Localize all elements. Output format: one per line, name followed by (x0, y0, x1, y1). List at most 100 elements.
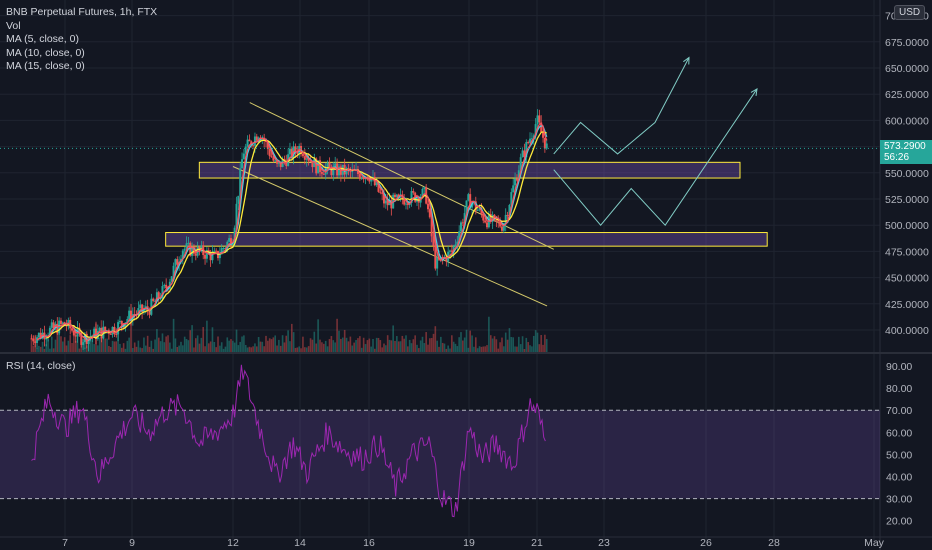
volume-bar (353, 342, 355, 352)
volume-bar (495, 339, 498, 352)
candle-body (59, 320, 62, 324)
candle-body (502, 224, 505, 231)
volume-bar (128, 337, 130, 352)
volume-bar (313, 331, 316, 352)
channel-line-lower[interactable] (232, 166, 548, 307)
time-tick-label: 14 (294, 537, 306, 549)
candle-body (141, 304, 144, 313)
rsi-axis[interactable]: 90.00 80.00 70.00 60.00 50.00 40.00 30.00 20.00 (886, 361, 912, 528)
candle-body (277, 161, 280, 164)
time-axis[interactable]: 7 9 12 14 16 19 21 23 26 28 May (62, 537, 885, 549)
rsi-line[interactable] (31, 364, 546, 518)
time-tick-label: 26 (700, 537, 712, 549)
volume-bar (252, 346, 254, 352)
candle-body (305, 158, 308, 160)
volume-bar (235, 329, 238, 352)
legend-ma15[interactable]: MA (15, close, 0) (6, 60, 85, 72)
candle-body (368, 179, 371, 182)
volume-bar (263, 346, 265, 352)
legend-ma5[interactable]: MA (5, close, 0) (6, 33, 79, 45)
volume-bar (141, 348, 143, 352)
volume-bar (102, 333, 105, 352)
candle-body (491, 214, 494, 222)
candle-body (226, 241, 229, 248)
candle-body (142, 309, 145, 313)
candle-body (237, 195, 240, 204)
legend-vol[interactable]: Vol (6, 19, 21, 32)
volume-bar (521, 336, 524, 352)
ma15-line[interactable] (38, 125, 548, 342)
candles (30, 109, 548, 352)
legend-ma10[interactable]: MA (10, close, 0) (6, 46, 85, 59)
volume-bar (120, 347, 123, 352)
price-axis[interactable]: 700.0000675.0000650.0000625.0000600.0000… (885, 11, 929, 337)
volume-bar (133, 342, 136, 352)
currency-badge[interactable]: USD (894, 5, 926, 20)
volume-bar (408, 339, 411, 352)
candle-body (50, 322, 53, 328)
candle-body (489, 214, 492, 222)
candle-body (244, 146, 247, 154)
volume-bar (403, 338, 405, 352)
volume-bar (469, 330, 471, 352)
sr-zone-2[interactable] (165, 232, 768, 247)
candle-body (189, 242, 192, 256)
volume-bar (545, 339, 548, 352)
volume-bar (418, 348, 420, 352)
volume-bar (386, 335, 389, 352)
ma10-line[interactable] (46, 131, 547, 339)
projection-path-1[interactable] (553, 57, 690, 155)
volume-bar (52, 348, 55, 352)
volume-bar (150, 340, 153, 352)
volume-bar (204, 346, 206, 352)
volume-bar (529, 345, 531, 352)
candle-body (500, 226, 503, 231)
volume-bar (32, 345, 35, 352)
volume-bar (305, 347, 308, 352)
volume-bar (488, 316, 490, 352)
volume-bar (368, 338, 371, 352)
candle-body (228, 238, 231, 242)
ma5-line[interactable] (36, 122, 548, 343)
candle-body (334, 163, 337, 167)
candle-body (37, 332, 40, 338)
candle-body (80, 332, 83, 345)
volume-bar (178, 345, 180, 352)
candle-body (309, 160, 312, 162)
volume-bar (525, 337, 528, 352)
candle-body (406, 203, 409, 206)
candle-body (315, 158, 318, 174)
candle-body (139, 304, 142, 309)
candle-body (187, 242, 190, 244)
volume-bar (237, 345, 240, 352)
projection-path-2[interactable] (553, 88, 758, 227)
volume-bar (111, 340, 114, 352)
volume-bar (174, 338, 177, 352)
volume-bar (267, 340, 269, 352)
sr-zone-1[interactable] (198, 161, 741, 179)
volume-bar (302, 336, 304, 352)
volume-bar (544, 334, 546, 352)
volume-bar (317, 319, 319, 352)
volume-bar (89, 338, 92, 352)
volume-bar (412, 339, 415, 352)
candle-body (519, 157, 522, 171)
volume-bar (180, 341, 182, 352)
candle-body (536, 115, 539, 125)
volume-bar (76, 336, 79, 352)
volume-bar (98, 337, 101, 352)
legend-rsi[interactable]: RSI (14, close) (6, 360, 76, 372)
candle-body (538, 115, 541, 123)
candle-body (276, 160, 279, 164)
volume-bar (270, 339, 273, 352)
candle-body (332, 166, 335, 176)
candle-body (72, 330, 75, 336)
volume-bar (143, 337, 145, 352)
legend-symbol[interactable]: BNB Perpetual Futures, 1h, FTX (6, 6, 158, 18)
candle-body (233, 227, 236, 244)
volume-bar (244, 345, 247, 352)
volume-bar (542, 344, 544, 352)
volume-bar (309, 338, 312, 352)
